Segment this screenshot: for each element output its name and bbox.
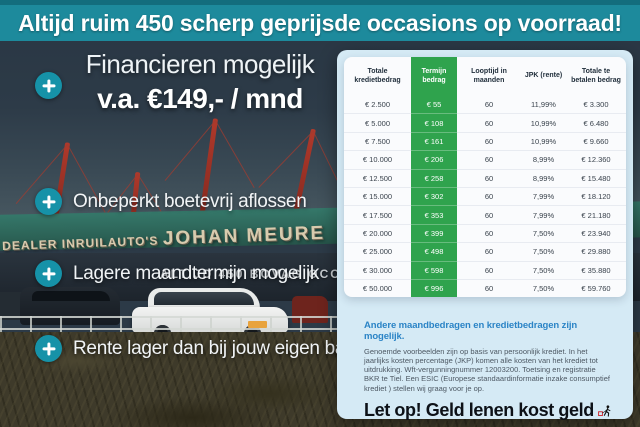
table-cell: 7,50% <box>521 223 566 242</box>
table-cell: 8,99% <box>521 150 566 168</box>
bullet-row: Onbeperkt boetevrij aflossen <box>35 188 307 215</box>
table-cell: € 30.000 <box>344 260 411 279</box>
table-cell: € 399 <box>411 223 457 243</box>
table-cell: € 161 <box>411 131 457 151</box>
credit-warning: Let op! Geld lenen kost geld <box>364 400 613 422</box>
table-cell: 60 <box>457 150 521 168</box>
table-cell: € 598 <box>411 260 457 279</box>
bullet-text: Onbeperkt boetevrij aflossen <box>73 190 307 212</box>
table-cell: € 55 <box>411 95 457 114</box>
table-cell: € 21.180 <box>566 205 626 223</box>
table-cell: € 7.500 <box>344 131 411 150</box>
financing-card: Totale kredietbedrag Termijn bedrag Loopti… <box>337 50 633 422</box>
bullet-text: Rente lager dan bij jouw eigen bank <box>73 337 365 359</box>
credit-warning-text: Let op! Geld lenen kost geld <box>364 400 594 421</box>
column-header: Looptijd in maanden <box>471 67 507 84</box>
plus-icon <box>35 335 62 362</box>
table-cell: € 59.760 <box>566 278 626 297</box>
table-cell: 7,50% <box>521 242 566 260</box>
bullet-row: Rente lager dan bij jouw eigen bank <box>35 335 365 362</box>
table-cell: 7,50% <box>521 278 566 297</box>
table-cell: € 23.940 <box>566 223 626 242</box>
table-cell: 60 <box>457 186 521 205</box>
table-cell: 7,50% <box>521 260 566 279</box>
table-cell: 60 <box>457 223 521 242</box>
table-cell: € 302 <box>411 186 457 206</box>
table-cell: 8,99% <box>521 168 566 187</box>
table-cell: € 206 <box>411 150 457 169</box>
table-cell: € 12.500 <box>344 168 411 187</box>
table-cell: € 18.120 <box>566 186 626 205</box>
table-cell: 10,99% <box>521 131 566 150</box>
table-cell: 7,99% <box>521 186 566 205</box>
table-cell: € 258 <box>411 168 457 187</box>
table-cell: 60 <box>457 205 521 223</box>
column-header: JPK (rente) <box>524 72 563 80</box>
table-cell: € 20.000 <box>344 223 411 242</box>
table-cell: 11,99% <box>531 99 556 109</box>
headline: Financieren mogelijk v.a. €149,- / mnd <box>66 49 334 115</box>
plus-icon <box>35 260 62 287</box>
table-cell: € 5.000 <box>344 113 411 131</box>
top-banner-text: Altijd ruim 450 scherp geprijsde occasio… <box>18 9 622 36</box>
table-cell: € 50.000 <box>344 278 411 297</box>
table-cell: € 15.480 <box>566 168 626 187</box>
table-cell: 7,99% <box>521 205 566 223</box>
table-cell: 10,99% <box>521 113 566 131</box>
table-cell: € 108 <box>411 113 457 132</box>
table-cell: 60 <box>457 278 521 297</box>
table-cell: € 353 <box>411 205 457 224</box>
headline-line2: v.a. €149,- / mnd <box>97 83 303 114</box>
table-cell: 60 <box>457 168 521 187</box>
white-car-windows <box>154 292 254 305</box>
table-cell: € 6.480 <box>566 113 626 131</box>
table-cell: € 25.000 <box>344 242 411 260</box>
top-banner: Altijd ruim 450 scherp geprijsde occasio… <box>0 0 640 41</box>
table-cell: € 29.880 <box>566 242 626 260</box>
table-cell: 60 <box>457 260 521 279</box>
table-cell: € 9.660 <box>566 131 626 150</box>
bullet-row: Lagere maandtermijn mogelijk <box>35 260 319 287</box>
notes-heading: Andere maandbedragen en kredietbedragen … <box>364 320 578 342</box>
table-cell: € 10.000 <box>344 150 411 168</box>
table-cell: 60 <box>457 113 521 131</box>
financing-table: Totale kredietbedrag Termijn bedrag Loopti… <box>344 57 626 298</box>
table-cell: € 498 <box>411 242 457 261</box>
plus-icon <box>35 188 62 215</box>
geld-lenen-kost-geld-icon <box>597 405 611 417</box>
plus-icon <box>35 72 62 99</box>
column-header: Totale kredietbedrag <box>354 67 401 84</box>
table-cell: € 996 <box>411 278 457 298</box>
headline-line1: Financieren mogelijk <box>85 49 315 79</box>
table-cell: 60 <box>457 242 521 260</box>
bullet-text: Lagere maandtermijn mogelijk <box>73 262 320 284</box>
table-cell: € 2.500 <box>364 99 391 109</box>
notes-section: Andere maandbedragen en kredietbedragen … <box>364 320 613 422</box>
table-cell: € 12.360 <box>566 150 626 168</box>
notes-body: Genoemde voorbeelden zijn op basis van p… <box>364 347 610 393</box>
table-cell: € 3.300 <box>583 99 609 109</box>
table-cell: € 17.500 <box>344 205 411 223</box>
column-header: Totale te betalen bedrag <box>571 67 621 84</box>
table-cell: € 35.880 <box>566 260 626 279</box>
table-cell: € 15.000 <box>344 186 411 205</box>
column-header: Termijn bedrag <box>411 57 457 95</box>
table-cell: 60 <box>457 131 521 150</box>
table-cell: 60 <box>484 99 494 109</box>
